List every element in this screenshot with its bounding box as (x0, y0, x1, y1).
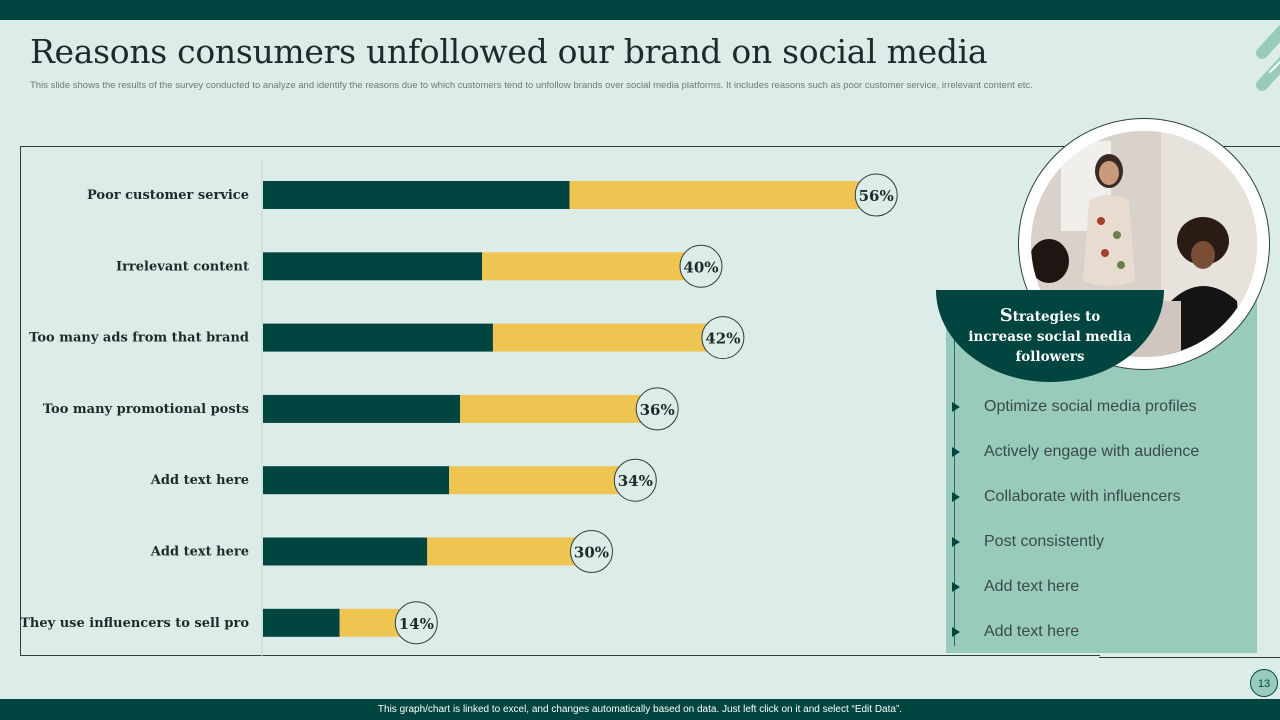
page-number: 13 (1250, 669, 1278, 697)
strategies-list: Optimize social media profiles Actively … (950, 384, 1250, 654)
bullet-arrow-icon (952, 536, 960, 547)
bullet-arrow-icon (952, 626, 960, 637)
chart-frame (20, 146, 1100, 656)
list-item: Add text here (950, 564, 1250, 609)
list-item-text: Optimize social media profiles (984, 397, 1197, 415)
list-item: Optimize social media profiles (950, 384, 1250, 429)
list-item: Post consistently (950, 519, 1250, 564)
bullet-arrow-icon (952, 581, 960, 592)
bullet-arrow-icon (952, 401, 960, 412)
list-item-text: Post consistently (984, 532, 1105, 550)
page-title: Reasons consumers unfollowed our brand o… (30, 32, 988, 71)
top-bar (0, 0, 1280, 20)
heading-first-letter: S (999, 305, 1013, 326)
bullet-arrow-icon (952, 491, 960, 502)
list-item-text: Add text here (984, 577, 1080, 595)
heading-text: trategies to increase social media follo… (968, 309, 1132, 365)
list-item-text: Add text here (984, 622, 1080, 640)
list-item: Add text here (950, 609, 1250, 654)
footer-note: This graph/chart is linked to excel, and… (0, 699, 1280, 720)
panel-vertical-line (954, 296, 955, 646)
decorative-stripes-icon (1256, 24, 1280, 91)
list-item-text: Actively engage with audience (984, 442, 1200, 460)
page-subtitle: This slide shows the results of the surv… (30, 80, 1033, 91)
list-item: Actively engage with audience (950, 429, 1250, 474)
list-item-text: Collaborate with influencers (984, 487, 1181, 505)
bullet-arrow-icon (952, 446, 960, 457)
list-item: Collaborate with influencers (950, 474, 1250, 519)
